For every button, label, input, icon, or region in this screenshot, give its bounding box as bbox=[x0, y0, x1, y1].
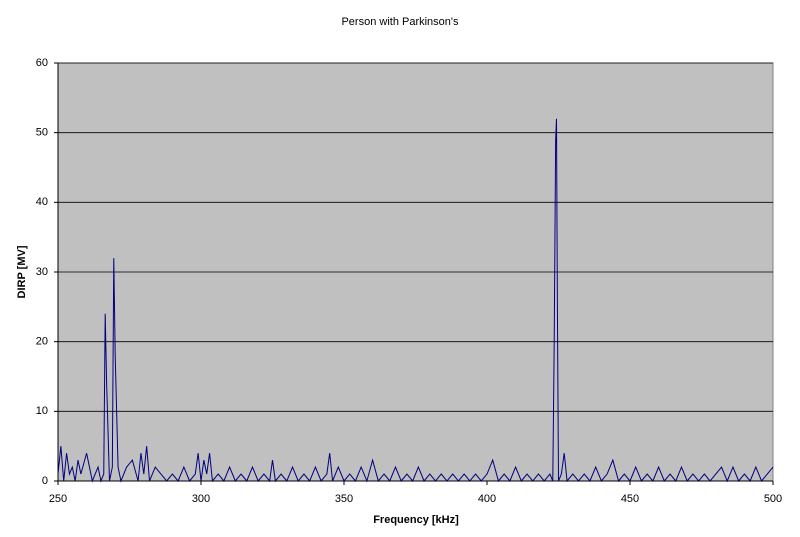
y-tick-label: 20 bbox=[36, 336, 48, 348]
y-tick-label: 40 bbox=[36, 196, 48, 208]
x-tick-label: 500 bbox=[764, 493, 782, 505]
chart-title: Person with Parkinson's bbox=[341, 16, 459, 28]
y-tick-label: 50 bbox=[36, 127, 48, 139]
y-tick-label: 0 bbox=[42, 475, 48, 487]
y-tick-label: 30 bbox=[36, 266, 48, 278]
x-axis-label: Frequency [kHz] bbox=[373, 514, 459, 526]
y-axis-label: DIRP [MV] bbox=[16, 245, 28, 298]
x-tick-label: 400 bbox=[478, 493, 496, 505]
x-tick-label: 450 bbox=[621, 493, 639, 505]
x-tick-label: 300 bbox=[192, 493, 210, 505]
x-tick-label: 350 bbox=[335, 493, 353, 505]
y-tick-label: 10 bbox=[36, 405, 48, 417]
y-tick-label: 60 bbox=[36, 57, 48, 69]
x-tick-label: 250 bbox=[49, 493, 67, 505]
data-line bbox=[57, 118, 774, 483]
